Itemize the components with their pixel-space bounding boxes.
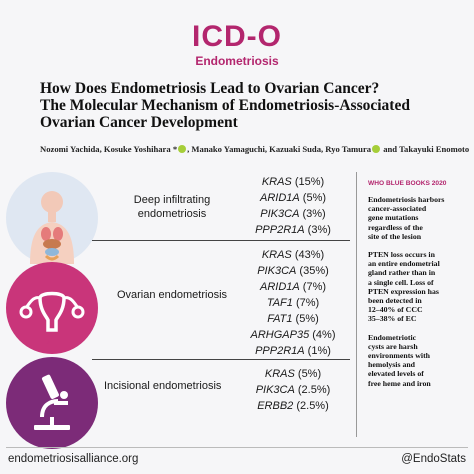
authors-part-2: , Manako Yamaguchi, Kazuaki Suda, Ryo Ta… xyxy=(187,144,372,154)
gene-name: ERBB2 xyxy=(257,400,294,412)
microscope-icon xyxy=(6,357,98,449)
sidebar-note-line: gland rather than in xyxy=(368,268,436,278)
logo-subtitle: Endometriosis xyxy=(195,54,279,68)
sidebar-divider xyxy=(356,172,357,437)
sidebar-note-line: Endometriotic xyxy=(368,332,417,342)
gene-pct: (15%) xyxy=(291,176,325,188)
gene-item: PIK3CA (35%) xyxy=(238,263,348,279)
gene-name: KRAS xyxy=(261,176,292,188)
gene-item: TAF1 (7%) xyxy=(238,295,348,311)
title-line: The Molecular Mechanism of Endometriosis… xyxy=(40,97,410,114)
row-label-deep: Deep infiltrating endometriosis xyxy=(133,194,211,220)
gene-name: ARHGAP35 xyxy=(250,329,310,341)
gene-name: KRAS xyxy=(264,368,295,380)
gene-pct: (5%) xyxy=(294,368,322,380)
footer-website[interactable]: endometriosisalliance.org xyxy=(8,453,139,465)
sidebar-note: Endometriosis harbors cancer-associated … xyxy=(368,195,472,241)
gene-pct: (5%) xyxy=(299,192,327,204)
sidebar-note-line: a single cell. Loss of xyxy=(368,277,434,287)
sidebar-note: PTEN loss occurs in an entire endometria… xyxy=(368,250,472,324)
gene-item: ARID1A (7%) xyxy=(238,279,348,295)
orcid-icon xyxy=(372,145,381,153)
title-line: Ovarian Cancer Development xyxy=(40,114,238,131)
row-label-ovarian: Ovarian endometriosis xyxy=(116,289,228,301)
gene-name: PIK3CA xyxy=(260,208,300,220)
gene-item: PPP2R1A (3%) xyxy=(238,222,348,238)
sidebar-note-line: elevated levels of xyxy=(368,369,424,379)
gene-name: ARID1A xyxy=(259,192,300,204)
gene-list-ovarian: KRAS (43%) PIK3CA (35%) ARID1A (7%) TAF1… xyxy=(238,247,348,359)
gene-pct: (3%) xyxy=(304,224,331,236)
sidebar-note-line: been detected in xyxy=(368,296,422,306)
author-list: Nozomi Yachida, Kosuke Yoshihara * , Mana… xyxy=(40,144,470,154)
gene-item: KRAS (43%) xyxy=(238,247,348,263)
gene-list-incisional: KRAS (5%) PIK3CA (2.5%) ERBB2 (2.5%) xyxy=(238,366,348,414)
row-divider xyxy=(92,240,350,241)
gene-pct: (1%) xyxy=(304,345,331,357)
small-mark-icon: ♪ xyxy=(46,337,50,346)
row-divider xyxy=(92,359,350,360)
gene-item: PPP2R1A (1%) xyxy=(238,343,348,359)
sidebar-note-line: site of the lesion xyxy=(368,231,422,241)
gene-name: PIK3CA xyxy=(255,384,295,396)
gene-pct: (35%) xyxy=(296,265,329,277)
gene-item: PIK3CA (3%) xyxy=(238,206,348,222)
gene-pct: (43%) xyxy=(291,249,325,261)
gene-name: PPP2R1A xyxy=(255,224,305,236)
sidebar-note-line: an entire endometrial xyxy=(368,259,440,269)
gene-item: KRAS (15%) xyxy=(238,174,348,190)
sidebar-note-line: 12–40% of CCC xyxy=(368,305,423,315)
sidebar-note-line: Endometriosis harbors xyxy=(368,195,445,204)
sidebar-notes: WHO BLUE BOOKS 2020 Endometriosis harbor… xyxy=(368,180,472,397)
gene-name: KRAS xyxy=(261,249,292,261)
footer-divider xyxy=(6,447,468,448)
sidebar-note: Endometriotic cysts are harsh environmen… xyxy=(368,333,472,388)
sidebar-note-line: free heme and iron xyxy=(368,378,431,388)
gene-item: ARHGAP35 (4%) xyxy=(238,327,348,343)
sidebar-note-line: cancer-associated xyxy=(368,204,427,214)
gene-item: PIK3CA (2.5%) xyxy=(238,382,348,398)
gene-name: ARID1A xyxy=(259,281,300,293)
gene-pct: (5%) xyxy=(292,313,319,325)
sidebar-note-line: hemolysis and xyxy=(368,360,416,370)
uterus-ovaries-icon xyxy=(6,262,98,354)
gene-pct: (7%) xyxy=(299,281,327,293)
gene-name: PIK3CA xyxy=(257,265,297,277)
gene-item: FAT1 (5%) xyxy=(238,311,348,327)
sidebar-note-line: gene mutations xyxy=(368,213,419,223)
human-torso-icon xyxy=(6,172,98,264)
gene-item: ARID1A (5%) xyxy=(238,190,348,206)
sidebar-note-line: environments with xyxy=(368,351,431,361)
gene-pct: (4%) xyxy=(309,329,336,341)
header: ICD-O Endometriosis xyxy=(0,0,474,76)
sidebar-note-line: PTEN expression has xyxy=(368,286,439,296)
sidebar-note-line: regardless of the xyxy=(368,222,423,232)
authors-part-3: and Takayuki Enomoto xyxy=(381,144,470,154)
logo-text: ICD-O xyxy=(192,20,282,53)
orcid-icon xyxy=(178,145,187,153)
gene-item: ERBB2 (2.5%) xyxy=(238,398,348,414)
sidebar-note-line: 35–38% of EC xyxy=(368,314,417,324)
gene-name: TAF1 xyxy=(266,297,293,309)
sidebar-note-line: cysts are harsh xyxy=(368,341,418,351)
row-label-incisional: Incisional endometriosis xyxy=(104,380,222,392)
gene-pct: (7%) xyxy=(292,297,320,309)
article-title: How Does Endometriosis Lead to Ovarian C… xyxy=(40,80,460,131)
gene-pct: (2.5%) xyxy=(293,400,329,412)
footer-handle[interactable]: @EndoStats xyxy=(401,453,466,465)
gene-name: PPP2R1A xyxy=(255,345,305,357)
sidebar-heading: WHO BLUE BOOKS 2020 xyxy=(368,180,447,187)
sidebar-note-line: PTEN loss occurs in xyxy=(368,250,435,260)
title-line: How Does Endometriosis Lead to Ovarian C… xyxy=(40,80,380,97)
gene-pct: (2.5%) xyxy=(294,384,331,396)
authors-part-1: Nozomi Yachida, Kosuke Yoshihara * xyxy=(40,144,178,154)
gene-item: KRAS (5%) xyxy=(238,366,348,382)
gene-name: FAT1 xyxy=(267,313,293,325)
gene-list-deep: KRAS (15%) ARID1A (5%) PIK3CA (3%) PPP2R… xyxy=(238,174,348,238)
gene-pct: (3%) xyxy=(299,208,326,220)
